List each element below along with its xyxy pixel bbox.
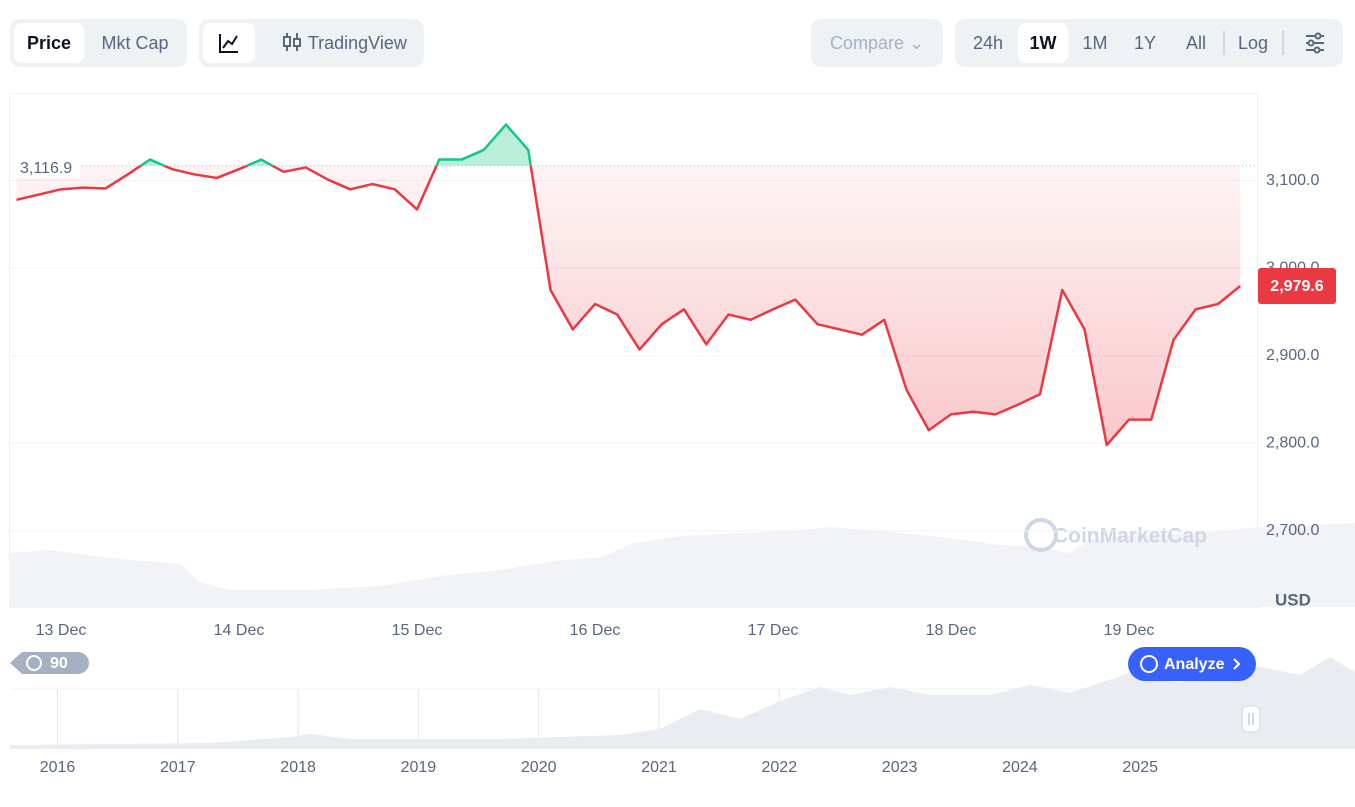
reference-label: 3,116.9 <box>20 160 72 177</box>
range-button[interactable]: 1Y <box>1133 33 1157 53</box>
area-up <box>140 124 531 166</box>
plot-frame <box>9 93 1258 608</box>
price-badge-label: 2,979.6 <box>1270 278 1323 295</box>
history-count: 90 <box>50 655 68 672</box>
reference-label-bg <box>12 153 80 178</box>
navigator-year: 2018 <box>280 759 316 776</box>
mkt-cap-button[interactable]: Mkt Cap <box>101 33 169 53</box>
volume-area <box>10 522 1355 607</box>
chevron <box>1233 658 1241 670</box>
y-tick-label: 2,700.0 <box>1266 522 1319 539</box>
price-badge <box>1258 267 1336 304</box>
analyze-icon <box>1140 655 1158 673</box>
watermark-logo <box>1024 518 1058 552</box>
x-tick-label: 14 Dec <box>214 622 265 639</box>
divider <box>1282 31 1284 55</box>
navigator-year: 2023 <box>882 759 918 776</box>
divider <box>1223 31 1225 55</box>
x-tick-label: 15 Dec <box>392 622 443 639</box>
candle-icon <box>283 33 302 51</box>
y-tick-label: 2,900.0 <box>1266 347 1319 364</box>
y-tick-label: 3,100.0 <box>1266 172 1319 189</box>
compare-label: Compare <box>829 33 904 53</box>
price-line <box>16 165 1242 447</box>
y-unit: USD <box>1275 590 1311 609</box>
navigator-year: 2024 <box>1002 759 1038 776</box>
x-tick-label: 18 Dec <box>926 622 977 639</box>
history-icon <box>26 655 42 671</box>
navigator-year: 2019 <box>401 759 437 776</box>
x-tick-label: 19 Dec <box>1104 622 1155 639</box>
analyze-label: Analyze <box>1164 656 1225 673</box>
analyze-button[interactable] <box>1128 647 1256 681</box>
range-button[interactable]: 24h <box>972 33 1004 53</box>
range-group: Log 24h 1W 1M 1Y All <box>955 19 1343 67</box>
x-tick-label: 16 Dec <box>570 622 621 639</box>
navigator-area <box>10 657 1355 749</box>
navigator-year: 2021 <box>641 759 677 776</box>
chart-style: TradingView <box>199 19 424 67</box>
line-icon <box>219 34 238 53</box>
navigator-year: 2016 <box>40 759 76 776</box>
price-button[interactable]: Price <box>14 23 84 63</box>
x-tick-label: 13 Dec <box>36 622 87 639</box>
line-button[interactable] <box>203 23 255 63</box>
tradingview-button[interactable]: TradingView <box>269 23 419 63</box>
price-toggle: Price Mkt Cap <box>10 19 187 67</box>
area-down <box>16 165 1241 446</box>
range-button[interactable]: 1M <box>1082 33 1108 53</box>
navigator-handle[interactable] <box>1241 705 1261 733</box>
settings-icon[interactable] <box>1304 32 1326 54</box>
navigator-year: 2017 <box>160 759 196 776</box>
navigator-year: 2020 <box>521 759 557 776</box>
navigator-year: 2022 <box>762 759 798 776</box>
x-tick-label: 17 Dec <box>748 622 799 639</box>
range-button[interactable]: All <box>1185 33 1206 53</box>
watermark: CoinMarketCap <box>1053 525 1207 548</box>
compare-button[interactable]: Compare ⌄ <box>829 33 925 53</box>
tradingview-label: TradingView <box>307 33 407 53</box>
compare-group: Compare ⌄ <box>811 19 943 67</box>
range-button[interactable]: 1W <box>1018 23 1068 63</box>
log-button[interactable]: Log <box>1237 33 1269 53</box>
navigator-year: 2025 <box>1122 759 1158 776</box>
handle-grip <box>1248 713 1254 725</box>
y-tick-label: 2,800.0 <box>1266 434 1319 451</box>
